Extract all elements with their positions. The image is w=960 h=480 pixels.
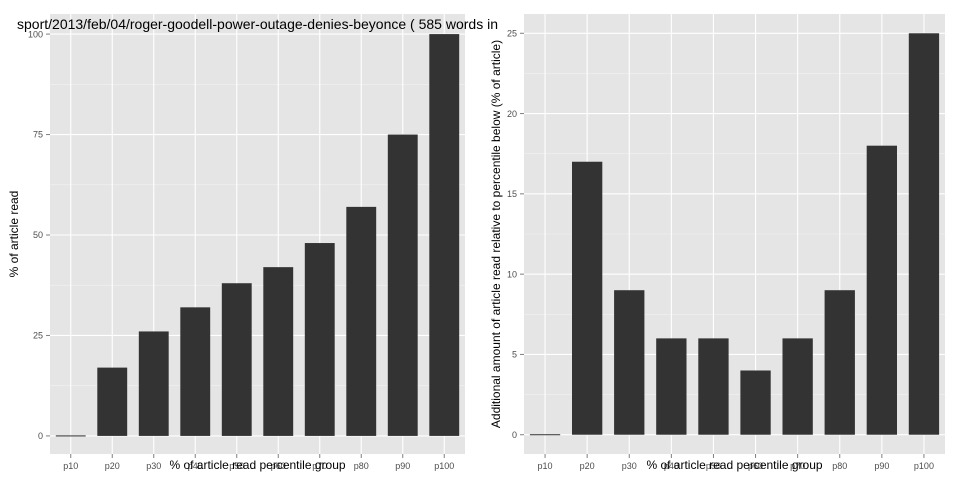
bar-p100 [429, 34, 460, 436]
x-tick-label: p20 [105, 461, 120, 471]
x-tick-label: p40 [188, 461, 203, 471]
bar-p70 [782, 338, 813, 435]
bar-p20 [97, 367, 128, 436]
y-tick-label: 25 [33, 331, 43, 341]
x-tick-label: p90 [874, 461, 889, 471]
left-chart-panel: 0 25 50 75 100 p10 p20 p30 p40 p50 p60 p70 p80 p90 p10… [7, 14, 465, 472]
y-tick-label: 20 [507, 109, 517, 119]
x-tick-label: p80 [354, 461, 369, 471]
y-tick-label: 5 [512, 350, 517, 360]
bar-p20 [571, 161, 603, 435]
x-tick-label: p50 [706, 461, 721, 471]
bar-p30 [138, 331, 169, 436]
bar-p80 [346, 206, 377, 436]
y-axis-title: Additional amount of article read relati… [489, 40, 503, 428]
y-tick-label: 75 [33, 130, 43, 140]
chart-title: sport/2013/feb/04/roger-goodell-power-ou… [17, 16, 498, 32]
bar-p50 [221, 283, 252, 436]
bar-p100 [908, 33, 940, 435]
bar-p40 [180, 307, 211, 436]
x-tick-label: p100 [434, 461, 454, 471]
y-tick-label: 0 [38, 431, 43, 441]
bar-p70 [304, 243, 335, 436]
x-tick-label: p40 [664, 461, 679, 471]
x-tick-label: p50 [229, 461, 244, 471]
x-tick-label: p30 [622, 461, 637, 471]
bar-p90 [866, 145, 898, 435]
x-axis-title: % of article read percentile group [646, 458, 822, 472]
bar-p50 [698, 338, 729, 435]
y-tick-label: 10 [507, 269, 517, 279]
bar-p30 [614, 290, 645, 435]
x-tick-label: p70 [312, 461, 327, 471]
bar-p40 [656, 338, 687, 435]
bar-p90 [387, 134, 418, 436]
x-tick-label: p10 [63, 461, 78, 471]
bar-p80 [824, 290, 855, 435]
bar-p10 [55, 435, 86, 437]
x-tick-label: p30 [146, 461, 161, 471]
x-tick-label: p10 [538, 461, 553, 471]
y-axis-title: % of article read [7, 191, 21, 278]
bar-p60 [263, 267, 294, 436]
x-axis-title: % of article read percentile group [169, 458, 345, 472]
x-tick-label: p70 [790, 461, 805, 471]
x-tick-label: p60 [271, 461, 286, 471]
y-tick-label: 0 [512, 430, 517, 440]
y-tick-label: 100 [28, 29, 43, 39]
right-chart-panel: 0 5 10 15 20 25 p10 p20 p30 p40 p50 p60 p70 p80 p90 p10… [489, 14, 945, 472]
x-tick-label: p20 [580, 461, 595, 471]
x-tick-label: p60 [748, 461, 763, 471]
x-tick-label: p90 [395, 461, 410, 471]
y-tick-label: 25 [507, 28, 517, 38]
x-tick-label: p80 [832, 461, 847, 471]
bar-p60 [740, 370, 771, 435]
x-tick-label: p100 [914, 461, 934, 471]
y-tick-label: 50 [33, 230, 43, 240]
bar-p10 [529, 434, 561, 436]
y-tick-label: 15 [507, 189, 517, 199]
